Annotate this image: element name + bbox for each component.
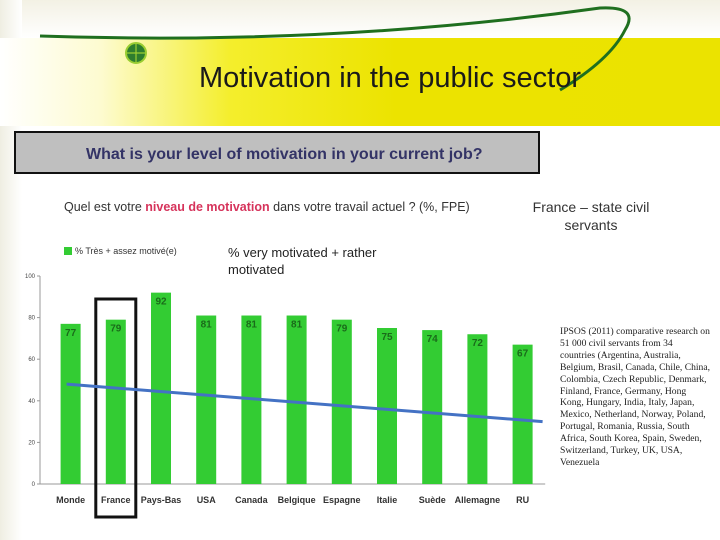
bar-value-label: 79 [336,324,348,335]
overlay-label: % very motivated + rather motivated [228,245,377,277]
bar-value-label: 75 [381,332,393,343]
y-tick-label: 100 [25,274,36,280]
bar-value-label: 67 [517,349,529,360]
y-tick-label: 60 [28,357,35,363]
x-category-label: Italie [377,495,398,505]
x-category-label: USA [197,495,217,505]
trend-line [66,382,543,424]
bar-value-label: 92 [155,297,167,308]
bar-value-label: 81 [201,320,213,331]
question-box [14,131,540,174]
legend-label: % Très + assez motivé(e) [75,246,177,256]
y-tick-label: 80 [28,316,35,322]
bar [512,344,533,484]
bar [151,292,171,484]
x-category-label: Suède [419,495,446,505]
x-category-label: Pays-Bas [141,495,182,505]
x-category-label: RU [516,495,529,505]
question-text: What is your level of motivation in your… [86,146,483,163]
x-category-label: Canada [235,495,269,505]
bar-value-label: 79 [110,324,122,335]
france-highlight-box [94,297,138,519]
x-category-label: France [101,495,131,505]
slide-title: Motivation in the public sector [198,62,582,94]
decorative-swoosh [39,6,631,92]
globe-icon [125,42,147,64]
y-tick-label: 0 [32,482,36,488]
bar [422,330,443,484]
title-band [0,38,720,126]
y-tick-label: 40 [28,399,35,405]
bar-value-label: 81 [246,320,258,331]
chart-title-prefix: Quel est votre [64,200,146,214]
bar [60,323,81,484]
bar [105,319,126,484]
chart-title-suffix: dans votre travail actuel ? (%, FPE) [269,200,470,214]
x-category-label: Belgique [278,495,316,505]
bar [286,315,307,484]
bar-value-label: 77 [65,328,77,339]
france-label: France – state civil servants [532,199,650,233]
chart-title: Quel est votre niveau de motivation dans… [64,200,470,214]
chart-legend: % Très + assez motivé(e) [64,246,177,256]
chart-title-highlight: niveau de motivation [145,200,270,214]
legend-swatch [64,247,72,255]
bar-value-label: 81 [291,320,303,331]
source-note: IPSOS (2011) comparative research on 51 … [560,326,711,468]
bar-value-label: 74 [427,334,439,345]
x-category-label: Monde [56,495,85,505]
bar [467,334,488,484]
bar [196,315,217,484]
bar [331,319,352,484]
x-category-label: Allemagne [455,495,501,505]
bar-value-label: 72 [472,338,484,349]
bar [377,328,397,484]
y-tick-label: 20 [28,440,35,446]
x-category-label: Espagne [323,495,361,505]
